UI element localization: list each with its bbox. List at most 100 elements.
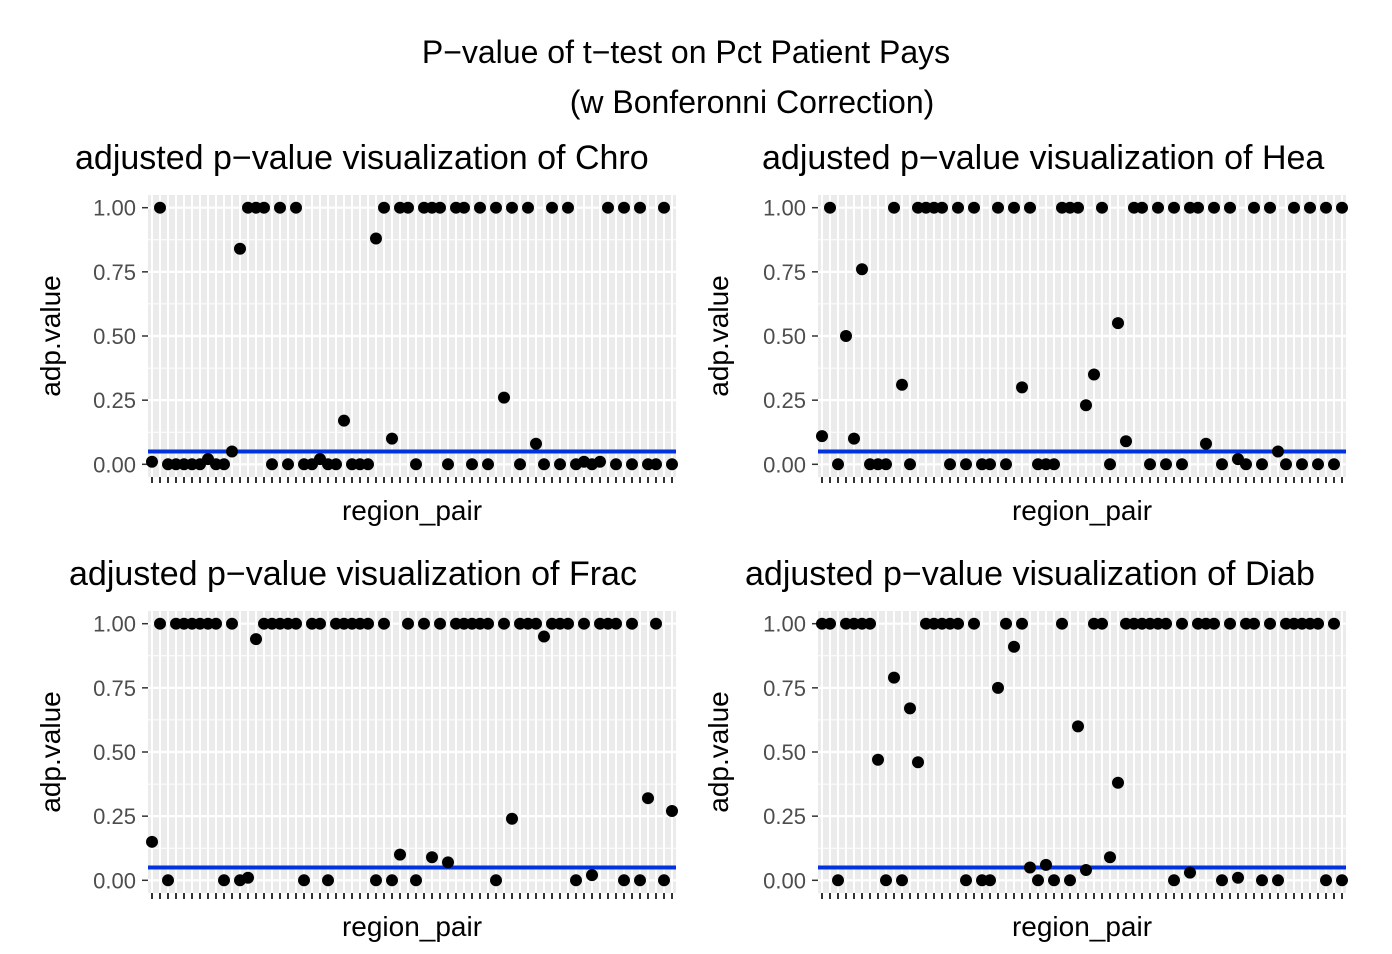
data-point <box>824 617 836 630</box>
data-point <box>386 432 398 445</box>
data-point <box>658 201 670 214</box>
data-point <box>1160 458 1172 471</box>
y-tick-label: 0.75 <box>763 260 806 285</box>
data-point <box>538 630 550 643</box>
y-tick-label: 1.00 <box>763 196 806 221</box>
data-point <box>992 201 1004 214</box>
y-tick-label: 0.50 <box>763 324 806 349</box>
data-point <box>1256 458 1268 471</box>
data-point <box>250 633 262 646</box>
data-point <box>1232 871 1244 884</box>
data-point <box>242 871 254 884</box>
data-point <box>968 201 980 214</box>
data-point <box>154 201 166 214</box>
data-point <box>1328 458 1340 471</box>
y-axis-title: adp.value <box>35 275 66 396</box>
data-point <box>1104 458 1116 471</box>
data-point <box>1000 458 1012 471</box>
y-tick-label: 0.50 <box>93 740 136 765</box>
data-point <box>1224 617 1236 630</box>
data-point <box>418 617 430 630</box>
data-point <box>154 617 166 630</box>
y-tick-label: 0.00 <box>763 868 806 893</box>
data-point <box>1088 368 1100 381</box>
data-point <box>1112 776 1124 789</box>
data-point <box>1280 458 1292 471</box>
data-point <box>1032 874 1044 887</box>
y-tick-label: 0.00 <box>93 868 136 893</box>
data-point <box>1208 617 1220 630</box>
data-point <box>1096 201 1108 214</box>
data-point <box>1336 874 1348 887</box>
data-point <box>1080 864 1092 877</box>
data-point <box>1040 858 1052 871</box>
data-point <box>1256 874 1268 887</box>
y-tick-label: 0.50 <box>763 740 806 765</box>
data-point <box>266 458 278 471</box>
data-point <box>218 458 230 471</box>
data-point <box>482 617 494 630</box>
data-point <box>322 874 334 887</box>
data-point <box>936 201 948 214</box>
x-axis-title: region_pair <box>1012 911 1152 942</box>
data-point <box>218 874 230 887</box>
data-point <box>1176 458 1188 471</box>
data-point <box>338 414 350 427</box>
data-point <box>442 856 454 869</box>
x-axis-title: region_pair <box>342 495 482 526</box>
data-point <box>578 617 590 630</box>
data-point <box>1264 201 1276 214</box>
data-point <box>832 874 844 887</box>
data-point <box>290 617 302 630</box>
y-tick-label: 0.25 <box>93 804 136 829</box>
y-axis-title: adp.value <box>703 275 734 396</box>
data-point <box>362 458 374 471</box>
data-point <box>1208 201 1220 214</box>
data-point <box>1072 720 1084 733</box>
x-axis-title: region_pair <box>342 911 482 942</box>
data-point <box>1216 458 1228 471</box>
data-point <box>1192 201 1204 214</box>
data-point <box>274 201 286 214</box>
data-point <box>666 458 678 471</box>
data-point <box>1016 617 1028 630</box>
facet-panel-3: adjusted p−value visualization of Frac 0.… <box>35 555 678 942</box>
data-point <box>1016 381 1028 394</box>
y-tick-label: 1.00 <box>93 196 136 221</box>
data-point <box>490 201 502 214</box>
data-point <box>602 201 614 214</box>
data-point <box>960 458 972 471</box>
data-point <box>530 437 542 450</box>
data-point <box>658 874 670 887</box>
data-point <box>984 874 996 887</box>
data-point <box>386 874 398 887</box>
data-point <box>832 458 844 471</box>
data-point <box>642 792 654 805</box>
data-point <box>1248 201 1260 214</box>
data-point <box>1024 201 1036 214</box>
data-point <box>888 671 900 684</box>
data-point <box>234 242 246 255</box>
data-point <box>162 874 174 887</box>
chart-subtitle: (w Bonferonni Correction) <box>569 84 935 120</box>
facet-panel-2: adjusted p−value visualization of Hea 0.0… <box>703 139 1348 526</box>
data-point <box>410 458 422 471</box>
facet-panel-4: adjusted p−value visualization of Diab 0.… <box>703 555 1348 942</box>
data-point <box>1048 874 1060 887</box>
data-point <box>864 617 876 630</box>
data-point <box>1304 201 1316 214</box>
data-point <box>482 458 494 471</box>
data-point <box>618 201 630 214</box>
data-point <box>298 874 310 887</box>
data-point <box>1064 874 1076 887</box>
data-point <box>634 874 646 887</box>
data-point <box>896 874 908 887</box>
data-point <box>968 617 980 630</box>
data-point <box>1184 866 1196 879</box>
data-point <box>1216 874 1228 887</box>
data-point <box>562 617 574 630</box>
data-point <box>226 617 238 630</box>
data-point <box>594 455 606 468</box>
data-point <box>1104 851 1116 864</box>
data-point <box>1168 874 1180 887</box>
